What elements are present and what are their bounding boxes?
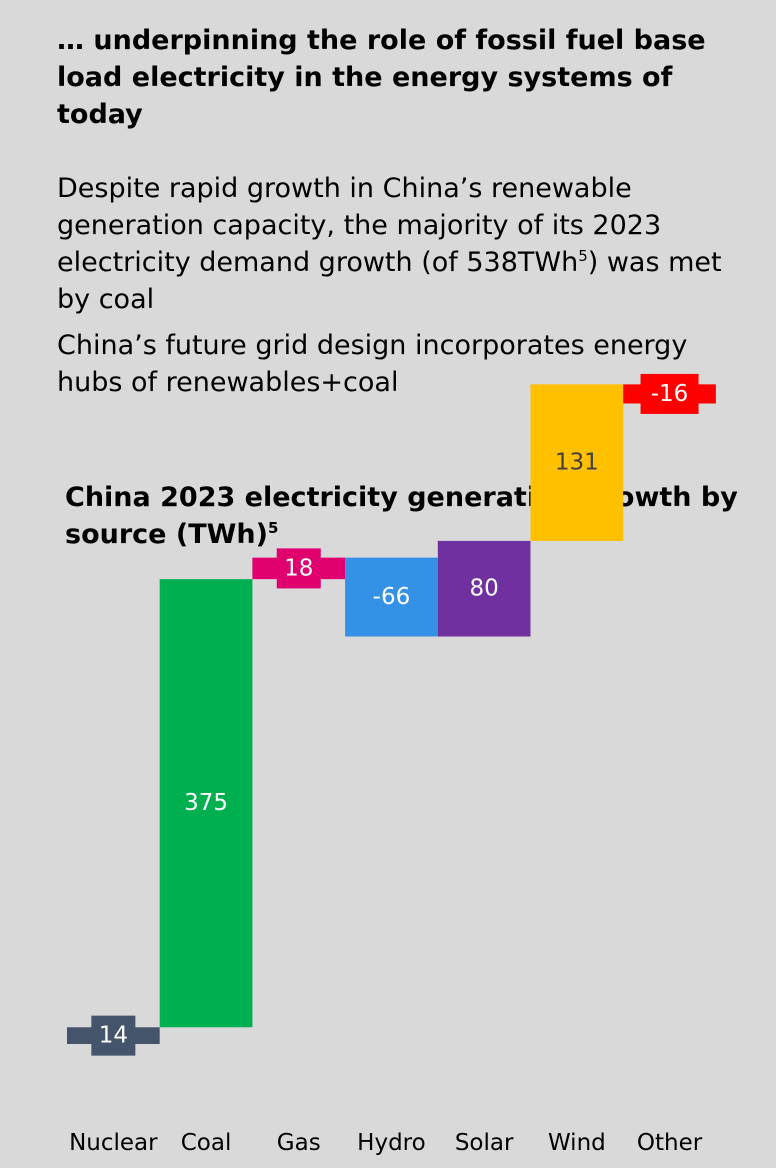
category-label-hydro: Hydro	[357, 1130, 426, 1156]
data-label-solar: 80	[470, 576, 499, 602]
paragraph-grid-design: China’s future grid design incorporates …	[57, 330, 688, 398]
bar-solar	[437, 540, 531, 637]
chart-title: China 2023 electricity generation growth…	[65, 479, 755, 553]
chart-title-footnote: 5	[267, 519, 279, 537]
bar-coal	[159, 579, 253, 1028]
chart-title-text: China 2023 electricity generation growth…	[65, 482, 738, 550]
data-label-hydro: -66	[373, 584, 411, 610]
paragraph-demand-growth: Despite rapid growth in China’s renewabl…	[57, 170, 757, 318]
paragraph-demand-growth-text: Despite rapid growth in China’s renewabl…	[57, 173, 662, 278]
data-label-bg-other	[640, 373, 699, 414]
category-label-other: Other	[637, 1130, 703, 1156]
category-label-wind: Wind	[548, 1130, 606, 1156]
category-label-coal: Coal	[181, 1130, 232, 1156]
footnote-marker: 5	[578, 247, 588, 265]
category-label-nuclear: Nuclear	[69, 1130, 158, 1156]
data-label-wind: 131	[555, 450, 599, 476]
data-label-other: -16	[651, 381, 689, 407]
data-label-bg-nuclear	[91, 1015, 136, 1056]
data-label-coal: 375	[184, 790, 228, 816]
data-label-nuclear: 14	[99, 1023, 128, 1049]
bar-wind	[530, 384, 624, 541]
data-label-gas: 18	[284, 555, 313, 581]
category-label-gas: Gas	[277, 1130, 321, 1156]
bar-hydro	[345, 557, 438, 637]
page-heading: … underpinning the role of fossil fuel b…	[57, 25, 706, 130]
paragraph-demand-growth-tail: ) was met by coal	[57, 247, 722, 315]
data-label-bg-gas	[276, 548, 321, 589]
category-label-solar: Solar	[455, 1130, 514, 1156]
